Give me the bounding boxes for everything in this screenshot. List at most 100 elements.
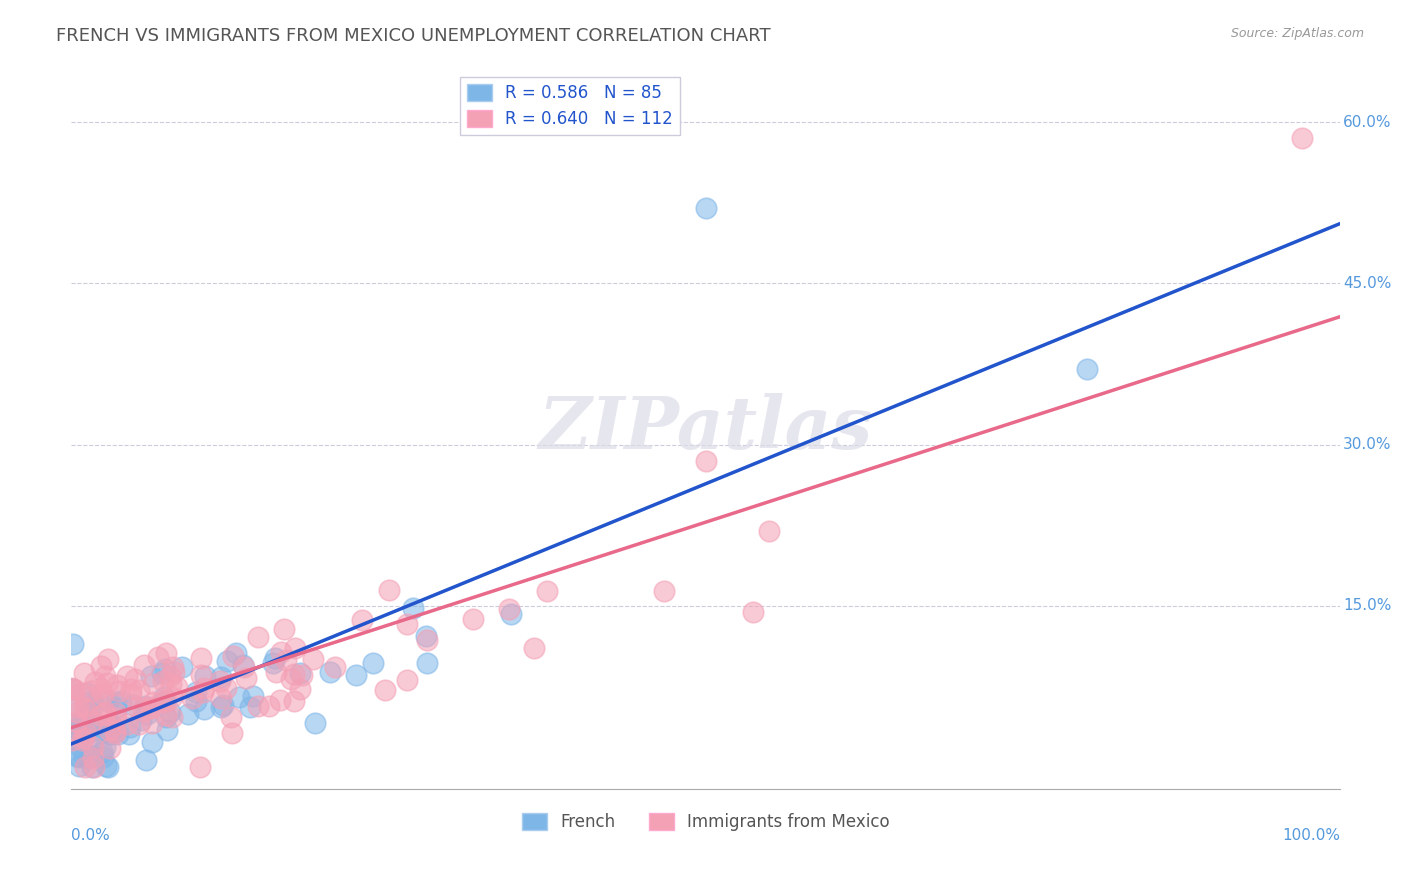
Point (374, 683, 396, 698)
Point (115, 717, 138, 731)
Point (323, 660, 346, 674)
Point (96, 724, 118, 739)
Point (120, 687, 142, 701)
Point (160, 676, 183, 690)
Point (141, 716, 163, 731)
Point (105, 695, 128, 709)
Point (283, 666, 305, 681)
Point (105, 706, 128, 720)
Point (273, 623, 295, 637)
Point (211, 700, 233, 714)
Point (695, 201, 717, 215)
Point (128, 683, 150, 698)
Point (62, 637, 84, 651)
Point (177, 706, 200, 721)
Point (132, 704, 155, 718)
Point (90, 686, 112, 700)
Point (91, 688, 114, 702)
Text: 100.0%: 100.0% (1282, 828, 1340, 843)
Point (523, 641, 546, 656)
Point (94, 705, 117, 719)
Point (209, 673, 232, 688)
Point (155, 708, 177, 723)
Point (139, 669, 162, 683)
Point (302, 652, 325, 666)
Point (215, 681, 238, 695)
Point (98, 741, 121, 756)
Point (304, 716, 326, 731)
Point (96, 676, 118, 690)
Point (221, 726, 243, 740)
Point (463, 612, 485, 626)
Point (350, 613, 373, 627)
Point (153, 662, 176, 676)
Point (77, 725, 100, 739)
Point (60, 733, 83, 747)
Point (67, 732, 90, 747)
Point (228, 690, 250, 705)
Point (162, 660, 184, 674)
Point (415, 629, 437, 643)
Point (73, 712, 96, 726)
Point (80, 748, 103, 763)
Point (79, 705, 101, 719)
Point (83, 697, 105, 711)
Point (98, 727, 121, 741)
Point (142, 694, 165, 708)
Point (62, 681, 84, 696)
Point (190, 651, 212, 665)
Point (83, 760, 105, 774)
Point (1291, 131, 1313, 145)
Point (69, 740, 91, 755)
Text: 30.0%: 30.0% (1343, 437, 1392, 452)
Point (501, 607, 523, 621)
Point (211, 698, 233, 713)
Point (83, 714, 105, 729)
Point (152, 690, 174, 704)
Point (80, 684, 103, 698)
Point (89, 681, 111, 695)
Point (105, 711, 128, 725)
Point (139, 699, 162, 714)
Point (288, 665, 311, 680)
Point (288, 682, 311, 697)
Point (104, 723, 127, 737)
Point (90, 745, 112, 759)
Point (66, 714, 89, 729)
Point (80, 694, 103, 708)
Text: 0.0%: 0.0% (72, 828, 110, 843)
Point (93, 740, 115, 755)
Point (264, 665, 287, 679)
Point (395, 673, 418, 687)
Point (76, 686, 98, 700)
Text: FRENCH VS IMMIGRANTS FROM MEXICO UNEMPLOYMENT CORRELATION CHART: FRENCH VS IMMIGRANTS FROM MEXICO UNEMPLO… (56, 27, 770, 45)
Point (163, 665, 186, 679)
Point (246, 699, 269, 714)
Point (124, 673, 146, 687)
Point (194, 669, 217, 683)
Point (239, 700, 262, 714)
Point (209, 691, 232, 706)
Point (65, 722, 87, 736)
Point (66, 699, 89, 714)
Point (222, 648, 245, 663)
Point (283, 694, 305, 708)
Point (270, 645, 292, 659)
Point (75, 702, 97, 716)
Point (259, 698, 281, 713)
Point (142, 677, 165, 691)
Point (66, 706, 89, 720)
Point (77, 751, 100, 765)
Point (186, 685, 208, 699)
Point (70, 686, 93, 700)
Point (60, 681, 83, 695)
Point (108, 684, 131, 698)
Point (96, 758, 118, 772)
Point (120, 681, 142, 696)
Point (73, 666, 96, 681)
Point (695, 454, 717, 468)
Point (73, 699, 96, 714)
Point (232, 657, 254, 672)
Point (94, 669, 117, 683)
Point (219, 710, 242, 724)
